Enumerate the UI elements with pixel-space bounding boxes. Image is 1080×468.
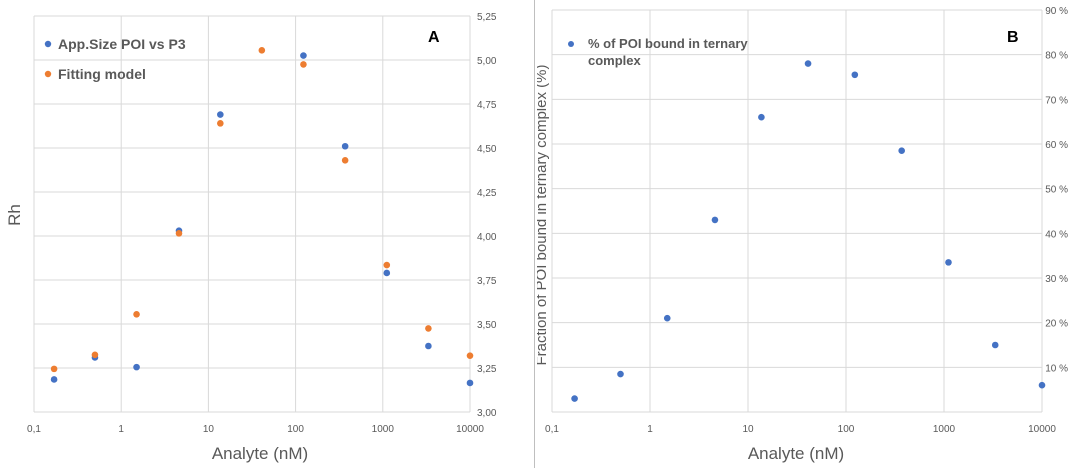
chart-a-svg: 0,1 1 10 100 1000 10000 3,00 3,25 3,50 3,75 4,00 4…	[5, 12, 497, 463]
x-tick-label: 1000	[933, 424, 956, 435]
legend-label-fitting-model: Fitting model	[58, 66, 146, 82]
y-tick-label: 20 %	[1045, 319, 1068, 330]
y-tick-label: 90 %	[1045, 6, 1068, 17]
chart-a-ylabel: Rh	[5, 204, 24, 226]
data-point-series-0	[804, 60, 812, 67]
data-point-series-0	[217, 111, 224, 118]
data-point-series-1	[383, 261, 391, 269]
x-tick-label: 100	[287, 424, 304, 435]
data-point-series-0	[383, 269, 391, 277]
y-tick-label: 3,50	[477, 320, 497, 331]
data-point-series-0	[851, 71, 859, 79]
y-tick-label: 30 %	[1045, 274, 1068, 285]
chart-b-svg: 0,1 1 10 100 1000 10000 10 % 20 % 30 % 40 % 50 % 6…	[537, 6, 1068, 463]
chart-a-xlabel: Analyte (nM)	[212, 444, 308, 463]
data-point-series-1	[300, 61, 307, 68]
data-point-series-0	[991, 341, 999, 349]
x-tick-label: 10000	[456, 424, 484, 435]
data-point-series-1	[91, 351, 99, 359]
y-tick-label: 4,50	[477, 144, 497, 155]
y-tick-label: 60 %	[1045, 140, 1068, 151]
x-tick-label: 1	[118, 424, 124, 435]
data-point-series-1	[258, 47, 266, 54]
legend-label-app-size: App.Size POI vs P3	[58, 36, 186, 52]
legend-marker-app-size	[44, 40, 52, 48]
y-tick-label: 3,00	[477, 408, 497, 419]
x-tick-label: 0,1	[545, 424, 559, 435]
chart-b-ylabel: Fraction of POI bound in ternary complex…	[537, 65, 550, 366]
data-point-series-0	[758, 113, 765, 121]
data-point-series-0	[617, 370, 624, 378]
legend-marker-fitting-model	[44, 70, 52, 78]
y-tick-label: 5,00	[477, 56, 497, 67]
y-tick-label: 3,25	[477, 364, 497, 375]
y-tick-label: 5,25	[477, 12, 497, 23]
legend-label-line-1: % of POI bound in ternary	[588, 36, 748, 51]
chart-a-legend: App.Size POI vs P3 Fitting model	[44, 36, 186, 82]
chart-b-panel-letter: B	[1007, 29, 1019, 46]
data-point-series-0	[571, 395, 578, 402]
chart-panel-a: 0,1 1 10 100 1000 10000 3,00 3,25 3,50 3,75 4,00 4…	[0, 0, 535, 468]
data-point-series-0	[341, 142, 349, 150]
data-point-series-0	[711, 216, 719, 224]
y-tick-label: 80 %	[1045, 51, 1068, 62]
legend-label-line-2: complex	[588, 53, 642, 68]
y-tick-label: 3,75	[477, 276, 497, 287]
data-point-series-0	[425, 342, 432, 350]
chart-b-xlabel: Analyte (nM)	[748, 444, 844, 463]
data-point-series-1	[217, 120, 224, 127]
data-point-series-0	[133, 363, 140, 371]
legend-label-pct-bound: % of POI bound in ternary complex	[588, 36, 748, 68]
data-point-series-0	[1038, 381, 1046, 389]
data-point-series-0	[466, 379, 474, 387]
data-point-series-0	[945, 259, 952, 266]
y-tick-label: 10 %	[1045, 363, 1068, 374]
y-tick-label: 40 %	[1045, 229, 1068, 240]
y-tick-label: 70 %	[1045, 95, 1068, 106]
data-point-series-0	[663, 314, 671, 322]
data-point-series-1	[466, 352, 474, 359]
y-tick-label: 4,00	[477, 232, 497, 243]
data-point-series-0	[898, 147, 905, 154]
x-tick-label: 10	[742, 424, 754, 435]
chart-b-legend: % of POI bound in ternary complex	[568, 36, 748, 68]
y-tick-label: 50 %	[1045, 185, 1068, 196]
data-point-series-1	[425, 325, 432, 332]
x-tick-label: 1000	[372, 424, 395, 435]
x-tick-label: 1	[647, 424, 653, 435]
legend-marker-pct-bound	[568, 41, 574, 47]
chart-a-panel-letter: A	[428, 29, 440, 46]
data-point-series-1	[133, 311, 140, 318]
data-point-series-0	[300, 52, 307, 59]
data-point-series-0	[50, 376, 58, 383]
y-tick-label: 4,25	[477, 188, 497, 199]
x-tick-label: 10000	[1028, 424, 1056, 435]
x-tick-label: 100	[838, 424, 855, 435]
x-tick-label: 10	[203, 424, 215, 435]
x-tick-label: 0,1	[27, 424, 41, 435]
y-tick-label: 4,75	[477, 100, 497, 111]
chart-panel-b: 0,1 1 10 100 1000 10000 10 % 20 % 30 % 40 % 50 % 6…	[537, 0, 1080, 468]
data-point-series-1	[50, 365, 58, 373]
data-point-series-1	[175, 230, 183, 237]
data-point-series-1	[341, 157, 349, 164]
